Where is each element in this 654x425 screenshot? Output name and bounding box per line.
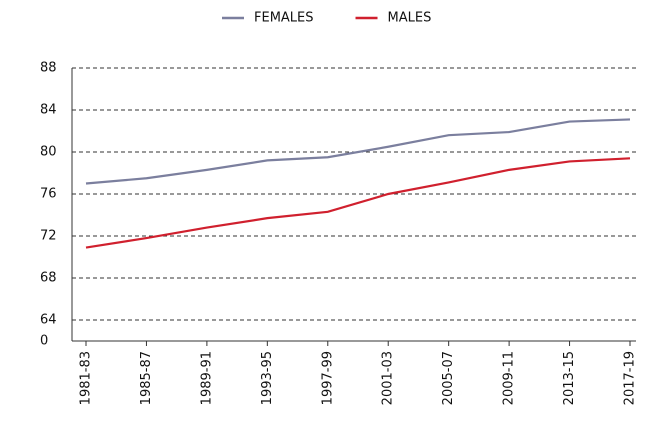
x-tick-label: 1989-91 bbox=[199, 351, 214, 405]
x-tick-label: 1997-99 bbox=[320, 351, 335, 405]
y-tick-label: 84 bbox=[40, 103, 57, 118]
x-tick-label: 2009-11 bbox=[502, 351, 517, 405]
line bbox=[85, 157, 631, 249]
y-tick-label: 76 bbox=[40, 187, 57, 202]
x-tick-label: 1993-95 bbox=[260, 351, 275, 405]
x-tick-label: 2001-03 bbox=[381, 351, 396, 405]
x-tick-label: 2017-19 bbox=[623, 351, 638, 405]
y-tick-label: 80 bbox=[40, 145, 57, 160]
x-tick-label: 1981-83 bbox=[79, 351, 94, 405]
x-tick-label: 2005-07 bbox=[441, 351, 456, 405]
y-tick-label: 88 bbox=[40, 61, 57, 76]
y-tick-label: 68 bbox=[40, 271, 57, 286]
y-tick-label: 72 bbox=[40, 229, 57, 244]
x-tick-label: 1985-87 bbox=[139, 351, 154, 405]
legend-label: FEMALES bbox=[254, 11, 314, 26]
y-tick-label: 0 bbox=[40, 334, 48, 349]
line bbox=[85, 118, 631, 185]
legend-label: MALES bbox=[388, 11, 432, 26]
x-tick-label: 2013-15 bbox=[562, 351, 577, 405]
y-tick-label: 64 bbox=[40, 313, 57, 328]
